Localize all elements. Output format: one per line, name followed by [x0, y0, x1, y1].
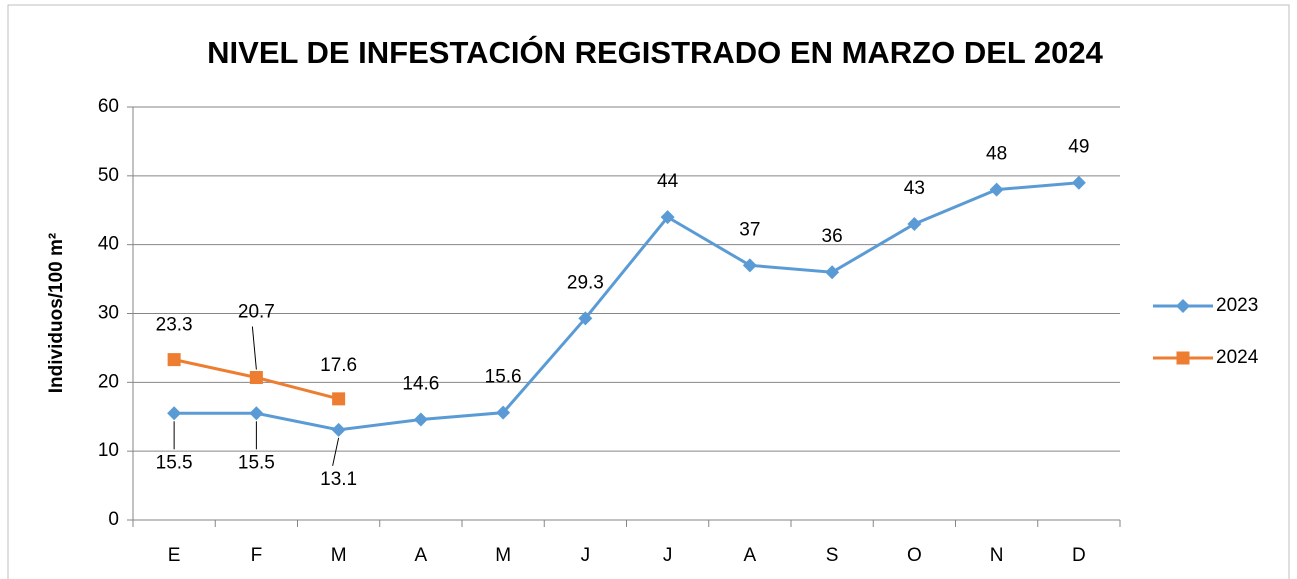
data-label: 48 [986, 144, 1007, 165]
marker [496, 405, 511, 420]
marker [249, 406, 264, 421]
data-label: 14.6 [402, 374, 439, 395]
marker [413, 412, 428, 427]
x-tick-label: J [663, 545, 673, 566]
x-tick-label: A [744, 545, 757, 566]
legend-label: 2024 [1216, 347, 1259, 368]
data-label: 17.6 [320, 355, 357, 376]
data-label: 13.1 [320, 469, 357, 490]
data-label: 20.7 [238, 302, 275, 323]
chart-title: NIVEL DE INFESTACIÓN REGISTRADO EN MARZO… [207, 34, 1103, 70]
data-label: 37 [739, 219, 760, 240]
x-tick-label: S [826, 545, 839, 566]
marker [167, 353, 181, 367]
x-tick-label: A [415, 545, 428, 566]
data-label: 15.6 [485, 367, 522, 388]
y-axis-label: Individuos/100 m² [46, 233, 67, 393]
marker [578, 311, 593, 326]
marker [249, 371, 263, 385]
data-label: 36 [822, 226, 843, 247]
data-label: 29.3 [567, 272, 604, 293]
legend-label: 2023 [1216, 295, 1258, 316]
data-label: 49 [1068, 137, 1089, 158]
x-tick-label: J [581, 545, 591, 566]
marker [167, 406, 182, 421]
marker [907, 217, 922, 232]
y-tick-label: 40 [98, 234, 119, 255]
x-tick-label: N [990, 545, 1004, 566]
x-tick-label: M [495, 545, 511, 566]
y-tick-label: 20 [98, 371, 119, 392]
y-tick-label: 30 [98, 303, 119, 324]
leader-line [332, 437, 340, 466]
y-tick-label: 60 [98, 96, 119, 117]
x-tick-label: M [331, 545, 347, 566]
marker [742, 258, 757, 273]
data-label: 23.3 [156, 315, 193, 336]
chart-border [7, 4, 1290, 579]
marker [331, 422, 346, 437]
x-tick-label: E [168, 545, 181, 566]
data-label: 44 [657, 171, 679, 192]
y-tick-label: 10 [98, 440, 119, 461]
marker [825, 265, 840, 280]
series-line [174, 181, 1080, 432]
leader-line [251, 326, 257, 370]
x-tick-label: F [251, 545, 263, 566]
x-tick-label: O [907, 545, 922, 566]
marker [660, 210, 675, 225]
y-tick-label: 0 [108, 509, 119, 530]
marker [1176, 299, 1190, 313]
marker [1176, 351, 1190, 365]
data-label: 43 [904, 178, 925, 199]
data-label: 15.5 [238, 452, 275, 473]
marker [332, 392, 346, 406]
x-tick-label: D [1072, 545, 1086, 566]
y-tick-label: 50 [98, 165, 119, 186]
marker [989, 182, 1004, 197]
data-label: 15.5 [156, 452, 193, 473]
marker [1071, 175, 1086, 190]
